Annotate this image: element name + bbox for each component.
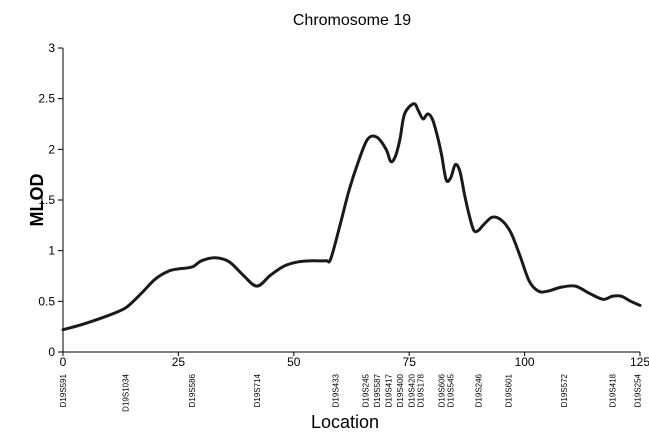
x-tick-label: 50 — [287, 355, 301, 369]
x-tick-label: 125 — [630, 355, 649, 369]
chart-title: Chromosome 19 — [293, 12, 411, 29]
axis-ticks: 0 0.5 1 1.5 2 2.5 3 0 25 50 75 100 125 — [38, 41, 649, 369]
marker-label: D19S246 — [474, 373, 483, 407]
marker-label: D19S587 — [373, 373, 382, 407]
marker-label: D19S245 — [361, 373, 370, 407]
marker-label: D19S417 — [384, 373, 393, 407]
marker-labels: D19S591 D19S1034 D19S586 D19S714 D19S433 D19S… — [59, 373, 643, 411]
marker-label: D19S178 — [417, 373, 426, 407]
marker-label: D19S606 — [438, 373, 447, 407]
marker-label: D19S591 — [59, 373, 68, 407]
marker-label: D19S420 — [408, 373, 417, 407]
y-axis-label: MLOD — [27, 174, 47, 227]
marker-label: D19S433 — [331, 373, 340, 407]
series-line — [61, 102, 642, 332]
y-tick-label: 1.5 — [38, 193, 55, 207]
marker-label: D19S586 — [188, 373, 197, 407]
y-tick-label: 1 — [48, 244, 55, 258]
marker-label: D19S400 — [396, 373, 405, 407]
marker-label: D19S714 — [253, 373, 262, 407]
x-tick-label: 0 — [60, 355, 67, 369]
y-tick-label: 2 — [48, 142, 55, 156]
y-tick-label: 0 — [48, 345, 55, 359]
series-group — [61, 102, 642, 332]
marker-label: D19S1034 — [121, 373, 130, 411]
y-tick-label: 0.5 — [38, 294, 55, 308]
axes — [62, 48, 640, 353]
marker-label: D19S545 — [447, 373, 456, 407]
x-tick-label: 25 — [172, 355, 186, 369]
x-axis-label: Location — [311, 412, 379, 432]
x-tick-label: 100 — [515, 355, 535, 369]
y-tick-label: 2.5 — [38, 92, 55, 106]
marker-label: D19S601 — [504, 373, 513, 407]
marker-label: D19S572 — [560, 373, 569, 407]
marker-label: D19S418 — [608, 373, 617, 407]
marker-label: D19S254 — [634, 373, 643, 407]
y-tick-label: 3 — [48, 41, 55, 55]
x-tick-label: 75 — [403, 355, 417, 369]
